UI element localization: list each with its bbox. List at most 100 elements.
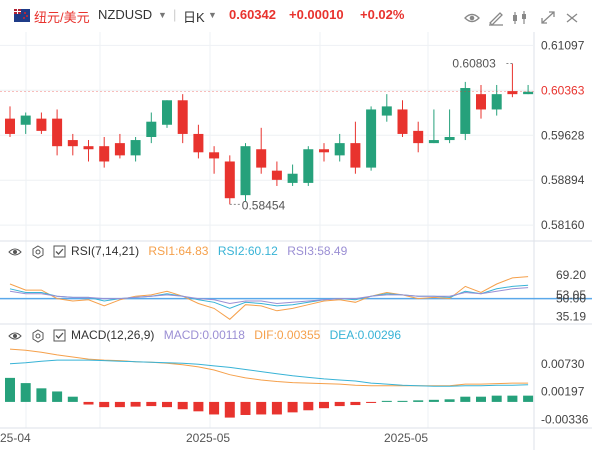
candle-body bbox=[460, 88, 471, 134]
candle-body bbox=[162, 100, 172, 125]
macd-bar bbox=[209, 401, 220, 415]
macd-bar bbox=[67, 396, 78, 402]
nz-flag-icon bbox=[14, 9, 30, 22]
macd-bar bbox=[287, 401, 298, 413]
candle-body bbox=[146, 121, 157, 137]
macd-bar bbox=[491, 395, 502, 402]
rsi-tick-label: 69.20 bbox=[556, 268, 586, 282]
gear-icon[interactable] bbox=[31, 329, 45, 343]
macd-bar bbox=[5, 377, 15, 402]
gear-icon[interactable] bbox=[31, 245, 45, 259]
candle-body bbox=[350, 143, 361, 168]
macd-bar bbox=[366, 401, 377, 403]
rsi-tick-label: 50.00 bbox=[556, 292, 586, 306]
rsi-tick-label: 35.19 bbox=[556, 310, 586, 324]
candle-body bbox=[256, 149, 267, 168]
macd-bar bbox=[193, 401, 204, 412]
macd-bar bbox=[350, 401, 361, 406]
rsi2-legend: RSI2:60.12 bbox=[217, 244, 278, 258]
macd-bar bbox=[162, 401, 172, 408]
settings-icon[interactable] bbox=[563, 10, 581, 26]
macd-bar bbox=[444, 399, 455, 402]
expand-icon[interactable] bbox=[539, 10, 557, 26]
rsi-line-2 bbox=[9, 284, 529, 309]
candle-body bbox=[240, 146, 251, 196]
low-label: 0.58454 bbox=[242, 198, 286, 212]
symbol-label[interactable]: NZDUSD bbox=[98, 7, 153, 22]
candle-body bbox=[20, 115, 31, 125]
candle-body bbox=[428, 140, 439, 144]
macd-tick-label: 0.00197 bbox=[541, 385, 585, 399]
symbol-dropdown-icon[interactable]: ▼ bbox=[158, 10, 167, 20]
macd-bar bbox=[224, 401, 235, 418]
candle-body bbox=[52, 118, 63, 147]
macd-panel bbox=[5, 348, 534, 418]
candle-body bbox=[193, 133, 204, 153]
visibility-icon[interactable] bbox=[8, 245, 22, 259]
macd-bar bbox=[334, 401, 345, 407]
macd-bar bbox=[83, 401, 94, 405]
candle-body bbox=[177, 100, 188, 134]
rsi-tick-label: 53.05 bbox=[556, 288, 586, 302]
macd-bar bbox=[413, 400, 424, 402]
timeframe-dropdown-icon[interactable]: ▼ bbox=[208, 10, 217, 20]
candle-body bbox=[523, 91, 534, 95]
checkbox-icon[interactable] bbox=[53, 245, 66, 258]
candle-body bbox=[114, 143, 125, 156]
dea-line bbox=[9, 359, 529, 387]
checkbox-icon[interactable] bbox=[53, 329, 66, 342]
candle-body bbox=[381, 106, 392, 116]
macd-label: MACD(12,26,9) bbox=[71, 328, 155, 342]
macd-legend: MACD:0.00118 bbox=[163, 328, 245, 342]
date-tick-label: 25-04 bbox=[0, 431, 31, 445]
macd-bar bbox=[20, 383, 31, 402]
rsi-label: RSI(7,14,21) bbox=[71, 244, 140, 258]
candle-body bbox=[319, 149, 329, 153]
candle-body bbox=[209, 152, 220, 159]
macd-bar bbox=[428, 399, 439, 402]
candle-body bbox=[83, 146, 94, 150]
macd-bar bbox=[177, 401, 188, 410]
eye-icon[interactable] bbox=[463, 10, 481, 26]
candle-body bbox=[413, 130, 424, 144]
dif-line bbox=[9, 348, 529, 387]
pair-name-cn: 纽元/美元 bbox=[34, 10, 90, 25]
rsi-header: RSI(7,14,21) RSI1:64.83 RSI2:60.12 RSI3:… bbox=[8, 244, 353, 260]
candle-body bbox=[224, 161, 235, 199]
macd-bar bbox=[507, 395, 518, 402]
macd-tick-label: 0.00730 bbox=[541, 357, 585, 371]
macd-bar bbox=[460, 396, 471, 402]
dea-legend: DEA:0.00296 bbox=[329, 328, 402, 342]
candle-body bbox=[99, 146, 110, 162]
candle-body bbox=[366, 109, 377, 168]
date-tick-label: 2025-05 bbox=[186, 431, 230, 445]
macd-bar bbox=[319, 401, 329, 409]
price-tick-label: 0.58160 bbox=[541, 218, 585, 232]
indicator-icon[interactable] bbox=[511, 10, 529, 26]
candlestick-panel: 0.60803 0.58454 bbox=[0, 57, 534, 212]
candle-body bbox=[36, 118, 47, 131]
price-tick-label: 0.61097 bbox=[541, 38, 585, 52]
price-tick-label: 0.60363 bbox=[541, 83, 585, 97]
candle-body bbox=[303, 149, 314, 183]
price-axis: 0.61097 0.60363 0.59628 0.58894 0.58160 69.20… bbox=[0, 38, 589, 445]
macd-bar bbox=[256, 401, 267, 415]
visibility-icon[interactable] bbox=[8, 329, 22, 343]
rsi-line-1 bbox=[9, 276, 529, 320]
macd-bar bbox=[303, 401, 314, 411]
macd-bar bbox=[36, 388, 47, 402]
rsi-panel bbox=[0, 276, 592, 320]
macd-bar bbox=[130, 401, 141, 407]
candle-body bbox=[67, 140, 78, 147]
macd-header: MACD(12,26,9) MACD:0.00118 DIF:0.00355 D… bbox=[8, 328, 407, 344]
candle-body bbox=[444, 137, 455, 141]
timeframe-label[interactable]: 日K bbox=[183, 10, 205, 25]
candle-body bbox=[271, 170, 282, 180]
chart-header: 纽元/美元 NZDUSD ▼ | 日K ▼ 0.60342 +0.00010 +… bbox=[0, 0, 592, 32]
macd-bar bbox=[99, 401, 110, 408]
candle-body bbox=[507, 91, 518, 95]
draw-icon[interactable] bbox=[487, 10, 505, 26]
rsi1-legend: RSI1:64.83 bbox=[148, 244, 209, 258]
candle-body bbox=[397, 109, 408, 134]
